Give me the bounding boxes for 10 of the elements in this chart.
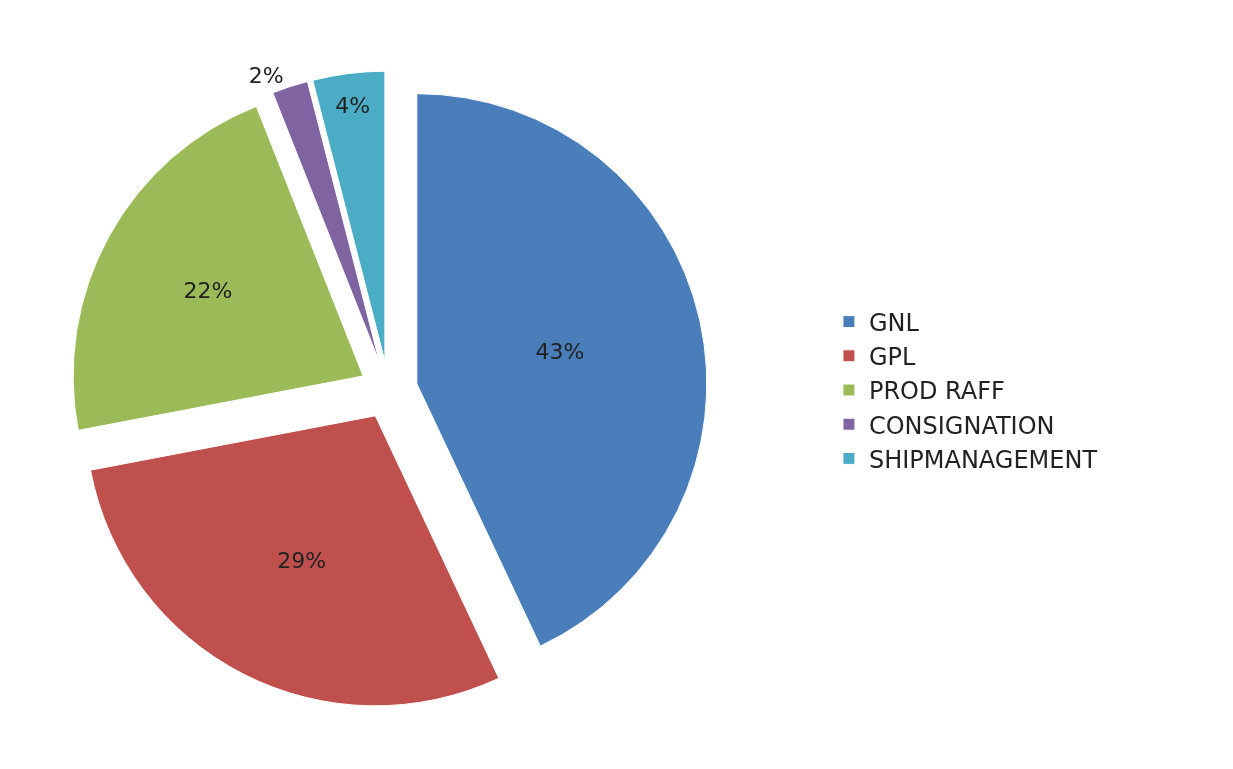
- data-label: 4%: [335, 93, 371, 119]
- data-label: 2%: [248, 62, 284, 88]
- data-label: 43%: [535, 339, 585, 365]
- legend-label: GNL: [868, 308, 920, 337]
- data-label: 22%: [183, 278, 233, 304]
- legend-label: PROD RAFF: [868, 377, 1005, 406]
- legend-label: SHIPMANAGEMENT: [868, 445, 1098, 474]
- legend-label: GPL: [868, 343, 917, 372]
- legend-label: CONSIGNATION: [868, 411, 1055, 440]
- data-label: 29%: [277, 547, 327, 573]
